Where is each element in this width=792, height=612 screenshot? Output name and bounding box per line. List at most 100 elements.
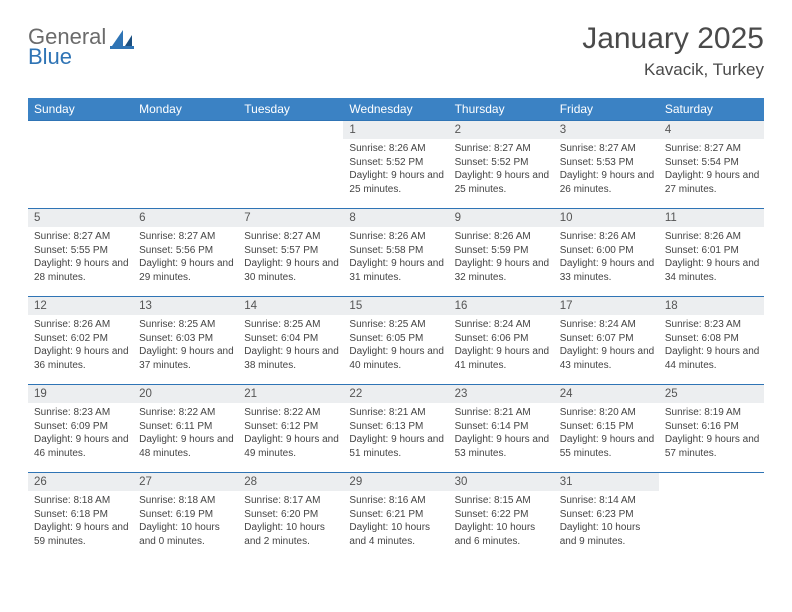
day-details: Sunrise: 8:14 AMSunset: 6:23 PMDaylight:… xyxy=(554,491,659,554)
calendar-day-cell: 22Sunrise: 8:21 AMSunset: 6:13 PMDayligh… xyxy=(343,385,448,473)
calendar-day-cell: 10Sunrise: 8:26 AMSunset: 6:00 PMDayligh… xyxy=(554,209,659,297)
day-details: Sunrise: 8:21 AMSunset: 6:14 PMDaylight:… xyxy=(449,403,554,466)
day-number: 20 xyxy=(133,385,238,403)
day-number: 18 xyxy=(659,297,764,315)
weekday-header: Thursday xyxy=(449,98,554,121)
sail-icon xyxy=(110,28,136,55)
day-details: Sunrise: 8:25 AMSunset: 6:04 PMDaylight:… xyxy=(238,315,343,378)
weekday-header: Monday xyxy=(133,98,238,121)
weekday-header: Wednesday xyxy=(343,98,448,121)
calendar-page: General Blue January 2025 Kavacik, Turke… xyxy=(0,0,792,581)
calendar-empty-cell xyxy=(133,121,238,209)
calendar-day-cell: 9Sunrise: 8:26 AMSunset: 5:59 PMDaylight… xyxy=(449,209,554,297)
day-details: Sunrise: 8:16 AMSunset: 6:21 PMDaylight:… xyxy=(343,491,448,554)
day-details: Sunrise: 8:15 AMSunset: 6:22 PMDaylight:… xyxy=(449,491,554,554)
day-number: 27 xyxy=(133,473,238,491)
day-details: Sunrise: 8:24 AMSunset: 6:06 PMDaylight:… xyxy=(449,315,554,378)
calendar-day-cell: 13Sunrise: 8:25 AMSunset: 6:03 PMDayligh… xyxy=(133,297,238,385)
calendar-day-cell: 21Sunrise: 8:22 AMSunset: 6:12 PMDayligh… xyxy=(238,385,343,473)
calendar-day-cell: 29Sunrise: 8:16 AMSunset: 6:21 PMDayligh… xyxy=(343,473,448,561)
calendar-day-cell: 31Sunrise: 8:14 AMSunset: 6:23 PMDayligh… xyxy=(554,473,659,561)
day-details: Sunrise: 8:25 AMSunset: 6:05 PMDaylight:… xyxy=(343,315,448,378)
day-number: 16 xyxy=(449,297,554,315)
day-details: Sunrise: 8:26 AMSunset: 5:58 PMDaylight:… xyxy=(343,227,448,290)
calendar-empty-cell xyxy=(28,121,133,209)
calendar-day-cell: 2Sunrise: 8:27 AMSunset: 5:52 PMDaylight… xyxy=(449,121,554,209)
weekday-header: Tuesday xyxy=(238,98,343,121)
day-details: Sunrise: 8:27 AMSunset: 5:52 PMDaylight:… xyxy=(449,139,554,202)
calendar-day-cell: 11Sunrise: 8:26 AMSunset: 6:01 PMDayligh… xyxy=(659,209,764,297)
calendar-empty-cell xyxy=(238,121,343,209)
logo-text: General Blue xyxy=(28,26,106,68)
calendar-week-row: 1Sunrise: 8:26 AMSunset: 5:52 PMDaylight… xyxy=(28,121,764,209)
day-number: 12 xyxy=(28,297,133,315)
weekday-header: Saturday xyxy=(659,98,764,121)
calendar-day-cell: 6Sunrise: 8:27 AMSunset: 5:56 PMDaylight… xyxy=(133,209,238,297)
weekday-header: Friday xyxy=(554,98,659,121)
day-number: 3 xyxy=(554,121,659,139)
day-number: 15 xyxy=(343,297,448,315)
page-header: General Blue January 2025 Kavacik, Turke… xyxy=(28,22,764,80)
day-details: Sunrise: 8:25 AMSunset: 6:03 PMDaylight:… xyxy=(133,315,238,378)
day-number: 17 xyxy=(554,297,659,315)
day-details: Sunrise: 8:22 AMSunset: 6:11 PMDaylight:… xyxy=(133,403,238,466)
calendar-day-cell: 5Sunrise: 8:27 AMSunset: 5:55 PMDaylight… xyxy=(28,209,133,297)
day-details: Sunrise: 8:20 AMSunset: 6:15 PMDaylight:… xyxy=(554,403,659,466)
calendar-week-row: 19Sunrise: 8:23 AMSunset: 6:09 PMDayligh… xyxy=(28,385,764,473)
calendar-table: SundayMondayTuesdayWednesdayThursdayFrid… xyxy=(28,98,764,561)
day-number: 31 xyxy=(554,473,659,491)
day-details: Sunrise: 8:27 AMSunset: 5:54 PMDaylight:… xyxy=(659,139,764,202)
calendar-day-cell: 23Sunrise: 8:21 AMSunset: 6:14 PMDayligh… xyxy=(449,385,554,473)
calendar-day-cell: 28Sunrise: 8:17 AMSunset: 6:20 PMDayligh… xyxy=(238,473,343,561)
day-number: 4 xyxy=(659,121,764,139)
calendar-day-cell: 30Sunrise: 8:15 AMSunset: 6:22 PMDayligh… xyxy=(449,473,554,561)
day-details: Sunrise: 8:21 AMSunset: 6:13 PMDaylight:… xyxy=(343,403,448,466)
calendar-day-cell: 14Sunrise: 8:25 AMSunset: 6:04 PMDayligh… xyxy=(238,297,343,385)
calendar-header-row: SundayMondayTuesdayWednesdayThursdayFrid… xyxy=(28,98,764,121)
logo-word-blue: Blue xyxy=(28,46,106,68)
day-details: Sunrise: 8:23 AMSunset: 6:09 PMDaylight:… xyxy=(28,403,133,466)
title-block: January 2025 Kavacik, Turkey xyxy=(582,22,764,80)
calendar-day-cell: 7Sunrise: 8:27 AMSunset: 5:57 PMDaylight… xyxy=(238,209,343,297)
day-details: Sunrise: 8:22 AMSunset: 6:12 PMDaylight:… xyxy=(238,403,343,466)
day-details: Sunrise: 8:24 AMSunset: 6:07 PMDaylight:… xyxy=(554,315,659,378)
day-details: Sunrise: 8:26 AMSunset: 6:00 PMDaylight:… xyxy=(554,227,659,290)
day-details: Sunrise: 8:26 AMSunset: 5:52 PMDaylight:… xyxy=(343,139,448,202)
day-number: 28 xyxy=(238,473,343,491)
calendar-day-cell: 1Sunrise: 8:26 AMSunset: 5:52 PMDaylight… xyxy=(343,121,448,209)
day-number: 13 xyxy=(133,297,238,315)
day-number: 29 xyxy=(343,473,448,491)
calendar-day-cell: 18Sunrise: 8:23 AMSunset: 6:08 PMDayligh… xyxy=(659,297,764,385)
calendar-day-cell: 16Sunrise: 8:24 AMSunset: 6:06 PMDayligh… xyxy=(449,297,554,385)
day-number: 19 xyxy=(28,385,133,403)
day-number: 5 xyxy=(28,209,133,227)
day-details: Sunrise: 8:18 AMSunset: 6:18 PMDaylight:… xyxy=(28,491,133,554)
day-details: Sunrise: 8:23 AMSunset: 6:08 PMDaylight:… xyxy=(659,315,764,378)
day-number: 21 xyxy=(238,385,343,403)
calendar-week-row: 12Sunrise: 8:26 AMSunset: 6:02 PMDayligh… xyxy=(28,297,764,385)
day-details: Sunrise: 8:26 AMSunset: 5:59 PMDaylight:… xyxy=(449,227,554,290)
day-details: Sunrise: 8:27 AMSunset: 5:53 PMDaylight:… xyxy=(554,139,659,202)
day-details: Sunrise: 8:19 AMSunset: 6:16 PMDaylight:… xyxy=(659,403,764,466)
day-number: 24 xyxy=(554,385,659,403)
day-details: Sunrise: 8:26 AMSunset: 6:01 PMDaylight:… xyxy=(659,227,764,290)
day-number: 26 xyxy=(28,473,133,491)
calendar-day-cell: 19Sunrise: 8:23 AMSunset: 6:09 PMDayligh… xyxy=(28,385,133,473)
day-details: Sunrise: 8:26 AMSunset: 6:02 PMDaylight:… xyxy=(28,315,133,378)
calendar-day-cell: 8Sunrise: 8:26 AMSunset: 5:58 PMDaylight… xyxy=(343,209,448,297)
day-number: 6 xyxy=(133,209,238,227)
calendar-day-cell: 27Sunrise: 8:18 AMSunset: 6:19 PMDayligh… xyxy=(133,473,238,561)
day-number: 8 xyxy=(343,209,448,227)
day-number: 22 xyxy=(343,385,448,403)
weekday-header: Sunday xyxy=(28,98,133,121)
day-number: 7 xyxy=(238,209,343,227)
calendar-day-cell: 26Sunrise: 8:18 AMSunset: 6:18 PMDayligh… xyxy=(28,473,133,561)
calendar-day-cell: 24Sunrise: 8:20 AMSunset: 6:15 PMDayligh… xyxy=(554,385,659,473)
calendar-empty-cell xyxy=(659,473,764,561)
calendar-day-cell: 3Sunrise: 8:27 AMSunset: 5:53 PMDaylight… xyxy=(554,121,659,209)
day-number: 23 xyxy=(449,385,554,403)
calendar-day-cell: 17Sunrise: 8:24 AMSunset: 6:07 PMDayligh… xyxy=(554,297,659,385)
calendar-day-cell: 15Sunrise: 8:25 AMSunset: 6:05 PMDayligh… xyxy=(343,297,448,385)
calendar-week-row: 26Sunrise: 8:18 AMSunset: 6:18 PMDayligh… xyxy=(28,473,764,561)
month-title: January 2025 xyxy=(582,22,764,56)
